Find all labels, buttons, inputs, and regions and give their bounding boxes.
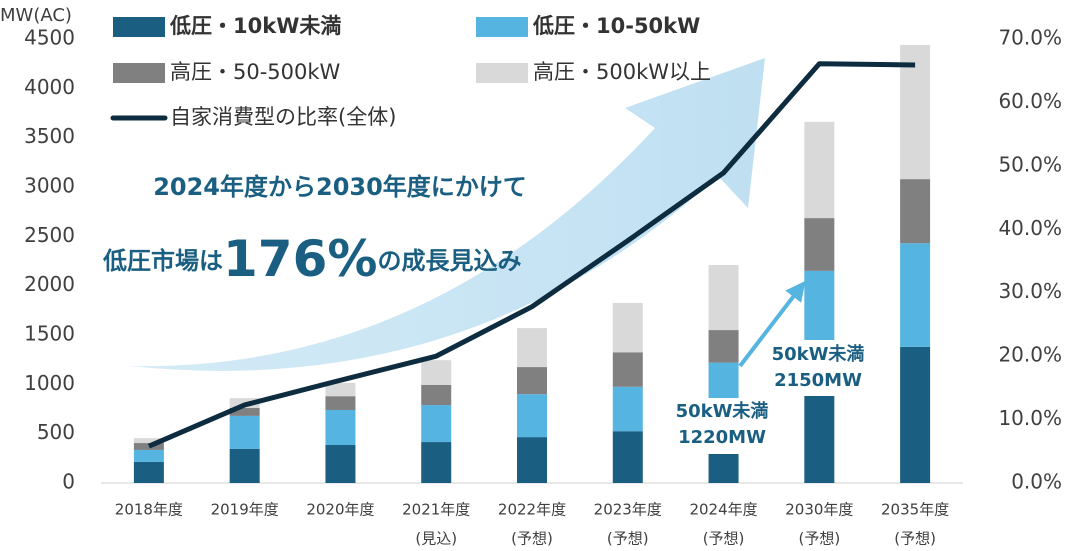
- bar-segment: [708, 264, 739, 331]
- y2-tick-label: 10.0%: [998, 406, 1062, 430]
- legend-swatch: [476, 63, 528, 83]
- x-tick-label: 2030年度: [785, 501, 853, 519]
- y-tick-label: 2000: [24, 272, 75, 296]
- y2-tick-label: 70.0%: [998, 26, 1062, 50]
- y-tick-label: 1000: [24, 371, 75, 395]
- x-tick-label: (予想): [511, 530, 553, 548]
- bar-segment: [325, 396, 356, 410]
- y-tick-label: 500: [37, 420, 75, 444]
- bar-segment: [517, 437, 547, 483]
- y2-tick-label: 50.0%: [998, 152, 1062, 176]
- legend-label: 低圧・10-50kW: [532, 14, 700, 38]
- y-axis-label: MW(AC): [0, 5, 72, 26]
- bar-segment: [421, 442, 452, 483]
- callout-line: 50kW未満: [676, 400, 769, 422]
- bar-segment: [612, 302, 643, 353]
- growth-text: 低圧市場は176%の成長見込み: [102, 230, 521, 288]
- legend-swatch: [476, 17, 528, 37]
- y-tick-label: 4000: [24, 75, 75, 99]
- headline: 2024年度から2030年度にかけて: [153, 173, 527, 201]
- callout-line: 1220MW: [678, 427, 766, 448]
- y-tick-label: 3500: [24, 124, 75, 148]
- bar-segment: [900, 243, 931, 347]
- line-series: [147, 61, 916, 449]
- legend-label: 低圧・10kW未満: [169, 14, 341, 38]
- bar-segment: [612, 431, 643, 483]
- x-tick-label: (予想): [703, 530, 745, 548]
- bar-segment: [708, 451, 739, 483]
- y2-tick-label: 60.0%: [998, 89, 1062, 113]
- y2-tick-label: 20.0%: [998, 343, 1062, 367]
- bar-segment: [229, 415, 260, 449]
- legend-swatch: [113, 63, 165, 83]
- x-tick-label: 2023年度: [594, 501, 662, 519]
- bar-segment: [133, 461, 164, 483]
- bar-segment: [133, 438, 164, 444]
- bar-segment: [517, 367, 547, 395]
- y2-tick-label: 30.0%: [998, 279, 1062, 303]
- legend-swatch: [113, 17, 165, 37]
- x-tick-label: 2022年度: [498, 501, 566, 519]
- bar-segment: [900, 346, 931, 483]
- x-tick-label: 2021年度: [402, 501, 470, 519]
- y-tick-label: 2500: [24, 223, 75, 247]
- y-tick-label: 3000: [24, 174, 75, 198]
- bar-segment: [612, 352, 643, 387]
- y-tick-label: 4500: [24, 26, 75, 50]
- x-tick-label: (予想): [607, 530, 649, 548]
- bar-segment: [421, 360, 452, 385]
- bar-segment: [900, 179, 931, 244]
- y2-tick-label: 40.0%: [998, 216, 1062, 240]
- bar-segment: [517, 394, 547, 438]
- callout-line: 50kW未満: [772, 343, 865, 365]
- bar-segment: [325, 409, 356, 446]
- bar-segment: [325, 382, 356, 397]
- x-tick-label: (見込): [415, 530, 457, 548]
- bar-segment: [325, 445, 356, 483]
- bar-segment: [612, 386, 643, 432]
- bar-segment: [133, 449, 164, 462]
- x-tick-label: 2024年度: [689, 501, 757, 519]
- y-tick-label: 0: [62, 470, 75, 494]
- growth-part: 低圧市場は: [102, 247, 223, 275]
- legend-label: 高圧・50-500kW: [170, 60, 341, 84]
- growth-part: の成長見込み: [377, 247, 521, 275]
- bar-segment: [229, 448, 260, 483]
- growth-part: 176%: [223, 230, 377, 288]
- x-tick-label: 2018年度: [115, 501, 183, 519]
- bar-segment: [133, 443, 164, 450]
- growth-arrow: [130, 58, 765, 371]
- bar-segment: [421, 405, 452, 443]
- bar-segment: [804, 121, 835, 219]
- bar-segment: [229, 408, 260, 416]
- x-tick-label: 2035年度: [881, 501, 949, 519]
- bar-segment: [421, 384, 452, 406]
- bar-segment: [517, 328, 547, 368]
- callout-bg: [668, 398, 778, 454]
- bar-segment: [804, 218, 835, 271]
- legend-label: 自家消費型の比率(全体): [170, 105, 396, 129]
- x-tick-label: 2020年度: [306, 501, 374, 519]
- callout-bg: [764, 340, 874, 396]
- x-tick-label: (予想): [798, 530, 840, 548]
- x-tick-label: 2019年度: [211, 501, 279, 519]
- bar-segment: [708, 330, 739, 363]
- y-tick-label: 1500: [24, 322, 75, 346]
- legend-label: 高圧・500kW以上: [533, 60, 711, 84]
- callout-arrow: [738, 280, 806, 368]
- bar-segment: [804, 393, 835, 483]
- x-tick-label: (予想): [894, 530, 936, 548]
- y2-tick-label: 0.0%: [1011, 470, 1062, 494]
- callout-line: 2150MW: [774, 370, 862, 391]
